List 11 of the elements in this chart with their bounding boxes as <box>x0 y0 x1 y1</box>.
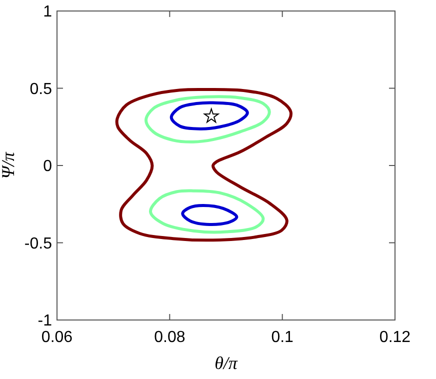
y-tick-label: 0.5 <box>30 80 52 98</box>
y-tick-label: 1 <box>43 4 52 21</box>
x-tick-label: 0.1 <box>271 329 294 346</box>
x-axis-title: θ/π <box>214 353 238 373</box>
y-axis-title: Ψ/π <box>0 151 18 179</box>
x-tick-label: 0.12 <box>379 329 411 346</box>
y-tick-label: -0.5 <box>24 235 52 252</box>
x-tick-label: 0.08 <box>154 329 186 346</box>
y-tick-label: -1 <box>38 312 52 330</box>
y-tick-label: 0 <box>43 158 52 176</box>
x-tick-label: 0.06 <box>41 329 73 346</box>
